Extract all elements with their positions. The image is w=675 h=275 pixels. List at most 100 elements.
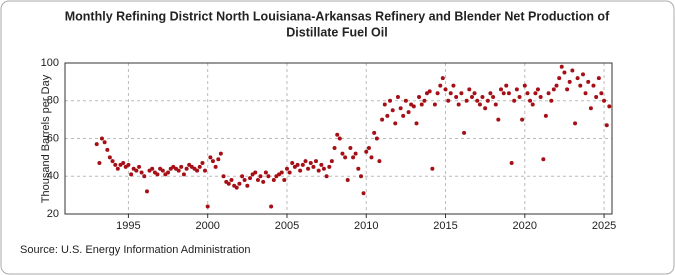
data-point: [324, 174, 329, 179]
data-point: [245, 183, 250, 188]
data-point: [438, 83, 443, 88]
data-point: [591, 83, 596, 88]
data-point: [395, 94, 400, 99]
data-point: [443, 87, 448, 92]
data-point: [393, 121, 398, 126]
data-point: [155, 172, 160, 177]
data-point: [372, 130, 377, 135]
data-point: [316, 168, 321, 173]
plot-frame: [64, 62, 613, 215]
data-point: [115, 166, 120, 171]
data-point: [398, 106, 403, 111]
data-point: [166, 170, 171, 175]
data-point: [432, 102, 437, 107]
data-point: [382, 102, 387, 107]
data-point: [271, 178, 276, 183]
data-point: [530, 102, 535, 107]
data-point: [599, 91, 604, 96]
data-point: [129, 172, 134, 177]
data-point: [287, 170, 292, 175]
data-point: [573, 121, 578, 126]
data-point: [583, 91, 588, 96]
data-point: [94, 142, 99, 147]
data-point: [602, 98, 607, 103]
data-point: [388, 98, 393, 103]
data-point: [226, 181, 231, 186]
data-point: [213, 164, 218, 169]
data-point: [306, 166, 311, 171]
x-tick-label: 2010: [354, 220, 378, 232]
data-point: [557, 76, 562, 81]
data-point: [380, 117, 385, 122]
data-point: [102, 140, 107, 145]
data-point: [596, 76, 601, 81]
data-point: [308, 161, 313, 166]
data-point: [313, 159, 318, 164]
data-point: [414, 121, 419, 126]
x-tick-label: 2000: [195, 220, 219, 232]
data-point: [366, 145, 371, 150]
data-point: [242, 178, 247, 183]
data-point: [406, 110, 411, 115]
data-point: [514, 87, 519, 92]
data-point: [594, 94, 599, 99]
data-point: [435, 91, 440, 96]
data-point: [255, 178, 260, 183]
data-point: [546, 91, 551, 96]
data-point: [493, 102, 498, 107]
data-point: [110, 159, 115, 164]
data-point: [279, 170, 284, 175]
data-point: [485, 98, 490, 103]
data-point: [200, 161, 205, 166]
data-point: [377, 159, 382, 164]
data-point: [261, 179, 266, 184]
data-point: [499, 87, 504, 92]
data-point: [451, 83, 456, 88]
data-point: [565, 87, 570, 92]
data-point: [496, 117, 501, 122]
chart-title: Monthly Refining District North Louisian…: [65, 9, 610, 23]
data-point: [205, 204, 210, 209]
chart-title: Distillate Fuel Oil: [286, 25, 387, 39]
data-point: [298, 168, 303, 173]
data-point: [295, 162, 300, 167]
data-point: [567, 79, 572, 84]
data-point: [551, 87, 556, 92]
data-point: [488, 91, 493, 96]
data-point: [97, 161, 102, 166]
data-point: [570, 68, 575, 73]
data-point: [586, 79, 591, 84]
data-point: [327, 164, 332, 169]
data-point: [364, 149, 369, 154]
data-point: [351, 155, 356, 160]
data-point: [517, 94, 522, 99]
data-point: [535, 87, 540, 92]
data-point: [512, 98, 517, 103]
data-point: [240, 174, 245, 179]
data-point: [554, 83, 559, 88]
data-point: [533, 91, 538, 96]
data-point: [385, 113, 390, 118]
data-point: [472, 91, 477, 96]
data-point: [282, 178, 287, 183]
data-point: [475, 98, 480, 103]
data-point: [160, 168, 165, 173]
data-point: [335, 132, 340, 137]
data-point: [588, 106, 593, 111]
data-point: [491, 94, 496, 99]
source-note: Source: U.S. Energy Information Administ…: [20, 244, 251, 256]
data-point: [501, 91, 506, 96]
data-point: [221, 174, 226, 179]
data-point: [401, 113, 406, 118]
data-point: [137, 164, 142, 169]
y-tick-label: 40: [47, 170, 59, 182]
data-point: [113, 162, 118, 167]
data-point: [440, 76, 445, 81]
y-tick-label: 20: [47, 208, 59, 220]
y-tick-label: 100: [41, 57, 59, 69]
data-point: [356, 166, 361, 171]
data-point: [218, 151, 223, 156]
data-point: [456, 102, 461, 107]
data-point: [541, 157, 546, 162]
